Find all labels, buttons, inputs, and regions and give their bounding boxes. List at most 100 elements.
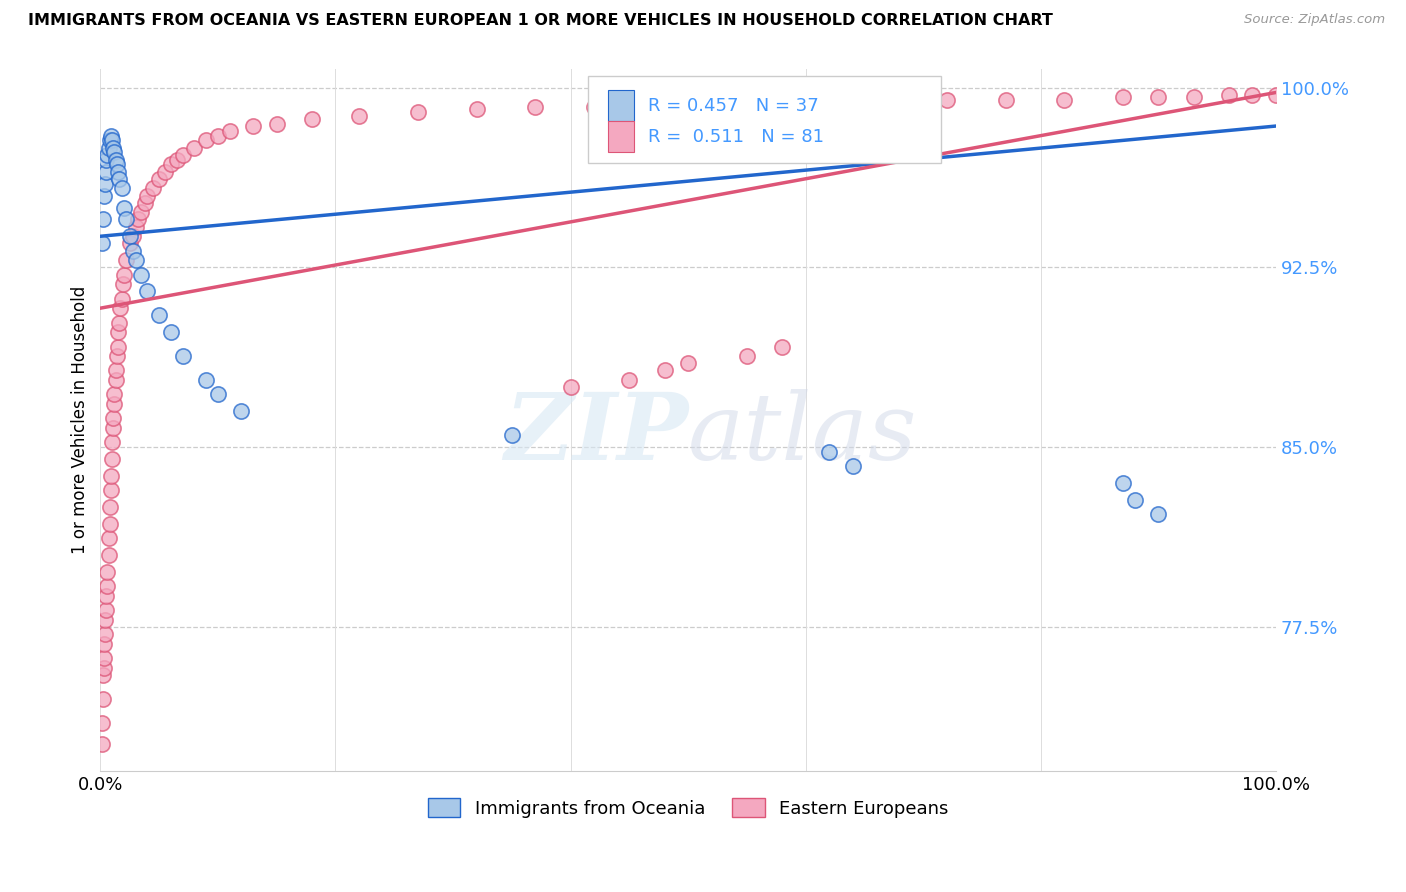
Point [96,148,118,162]
Point [218,124,240,138]
Point [166,153,188,167]
Point [136,188,159,202]
Point [96,565,118,579]
FancyBboxPatch shape [588,76,941,163]
Point [654,363,676,377]
Point [1218,87,1240,102]
Text: R =  0.511   N = 81: R = 0.511 N = 81 [648,128,824,145]
Point [93,637,115,651]
Point [735,349,758,363]
Point [97,531,120,545]
Point [118,236,141,251]
FancyBboxPatch shape [609,121,634,152]
Point [110,181,132,195]
Point [97,548,120,562]
Point [501,428,523,442]
Point [560,380,582,394]
Point [104,373,127,387]
Point [347,110,370,124]
Point [108,316,131,330]
Point [231,404,253,418]
Point [94,613,117,627]
Point [98,516,121,531]
Point [107,339,129,353]
Text: IMMIGRANTS FROM OCEANIA VS EASTERN EUROPEAN 1 OR MORE VEHICLES IN HOUSEHOLD CORR: IMMIGRANTS FROM OCEANIA VS EASTERN EUROP… [28,13,1053,29]
Point [103,397,125,411]
Point [105,349,128,363]
Point [195,133,218,147]
Point [96,579,118,593]
Point [183,140,205,154]
Point [1241,87,1264,102]
Point [94,627,117,641]
Point [97,140,120,154]
FancyBboxPatch shape [609,90,634,121]
Point [104,153,127,167]
Point [148,171,170,186]
Point [700,97,723,112]
Point [1182,90,1205,104]
Point [136,285,159,299]
Point [103,145,125,160]
Point [172,349,194,363]
Point [1053,93,1076,107]
Point [90,715,112,730]
Point [619,373,641,387]
Point [96,589,118,603]
Point [935,93,957,107]
Point [266,117,288,131]
Point [124,253,146,268]
Point [101,435,124,450]
Point [1123,492,1146,507]
Point [1147,508,1170,522]
Point [770,339,793,353]
Point [153,164,176,178]
Point [142,181,165,195]
Point [172,148,194,162]
Point [112,268,135,282]
Point [818,95,841,109]
Point [301,112,323,126]
Point [110,301,132,315]
Point [91,668,114,682]
Text: R = 0.457   N = 37: R = 0.457 N = 37 [648,96,818,115]
Point [242,119,264,133]
Point [107,164,129,178]
Point [134,195,156,210]
Point [103,411,125,425]
Point [148,309,170,323]
Point [127,212,149,227]
Point [406,104,429,119]
Point [93,660,115,674]
Point [96,153,118,167]
Point [112,201,135,215]
Point [103,140,125,154]
Point [103,421,125,435]
Point [91,691,114,706]
Y-axis label: 1 or more Vehicles in Household: 1 or more Vehicles in Household [72,285,89,554]
Point [90,236,112,251]
Text: ZIP: ZIP [503,389,688,479]
Point [131,205,153,219]
Point [583,100,606,114]
Point [1265,87,1288,102]
Point [101,452,124,467]
Point [93,651,115,665]
Point [759,95,782,109]
Point [91,212,114,227]
Point [122,229,145,244]
Point [641,97,664,112]
Point [96,603,118,617]
Point [103,387,125,401]
Point [877,95,900,109]
Point [131,268,153,282]
Point [1112,476,1135,491]
Point [1112,90,1135,104]
Point [207,387,229,401]
Point [465,102,488,116]
Point [207,128,229,143]
Point [110,292,132,306]
Point [160,325,183,339]
Point [676,356,699,370]
Point [98,133,121,147]
